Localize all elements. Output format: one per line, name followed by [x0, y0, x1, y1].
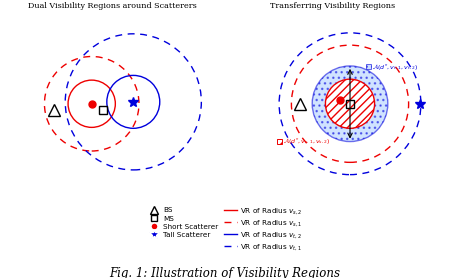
- FancyBboxPatch shape: [365, 64, 371, 69]
- Circle shape: [325, 79, 374, 128]
- Circle shape: [312, 66, 388, 142]
- FancyBboxPatch shape: [277, 139, 282, 144]
- Text: Fig. 1: Illustration of Visibility Regions: Fig. 1: Illustration of Visibility Regio…: [109, 267, 341, 278]
- Text: $\mathcal{A}(d^{\prime\prime}, v_{s,1}, v_{s,2})$: $\mathcal{A}(d^{\prime\prime}, v_{s,1}, …: [283, 136, 330, 146]
- Text: $\mathcal{A}(d^{\prime\prime}, v_{t,1}, v_{t,2})$: $\mathcal{A}(d^{\prime\prime}, v_{t,1}, …: [372, 62, 418, 72]
- Title: Transferring Visibility Regions: Transferring Visibility Regions: [270, 2, 396, 10]
- Legend: BS, MS, Short Scatterer, Tall Scatterer, VR of Radius $v_{s,2}$, VR of Radius $v: BS, MS, Short Scatterer, Tall Scatterer,…: [147, 206, 303, 252]
- Title: Dual Visibility Regions around Scatterers: Dual Visibility Regions around Scatterer…: [28, 2, 197, 10]
